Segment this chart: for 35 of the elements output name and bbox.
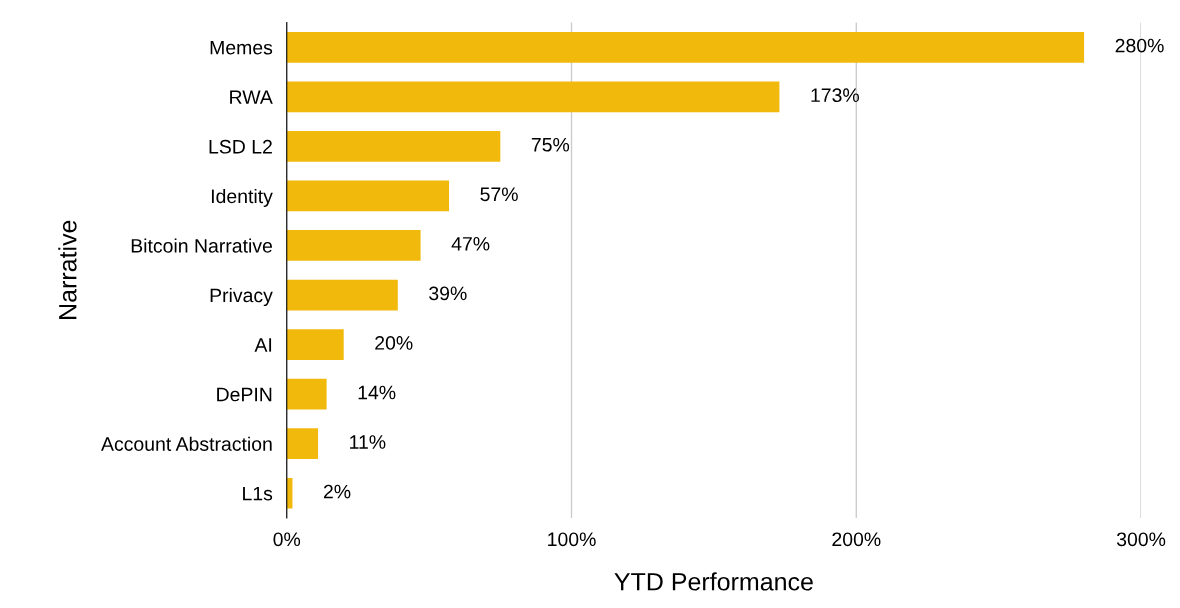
bar — [286, 81, 780, 113]
x-tick-label: 200% — [832, 532, 881, 547]
bar — [286, 180, 450, 212]
y-tick-label: L1s — [243, 486, 273, 501]
y-tick-label: LSD L2 — [209, 139, 272, 154]
x-tick-label: 100% — [548, 532, 596, 547]
data-label: 173% — [811, 88, 859, 103]
y-tick-label: DePIN — [217, 387, 272, 402]
y-tick-label: Privacy — [210, 287, 273, 307]
y-axis-title: Narrative — [58, 220, 77, 319]
y-tick-label: Account Abstraction — [101, 436, 272, 451]
x-axis-title: YTD Performance — [614, 572, 813, 591]
bar — [286, 378, 327, 410]
data-label: 57% — [480, 187, 518, 202]
y-tick-label: Bitcoin Narrative — [131, 238, 272, 253]
bar — [286, 31, 1085, 63]
y-tick-label: AI — [254, 338, 272, 352]
data-label: 20% — [375, 336, 413, 350]
y-tick-label: RWA — [230, 90, 273, 104]
data-label: 280% — [1115, 38, 1164, 53]
x-tick-label: 300% — [1116, 532, 1166, 547]
data-label: 75% — [531, 137, 570, 152]
data-label: 14% — [358, 385, 396, 400]
bar — [286, 329, 344, 360]
bar — [286, 230, 421, 261]
data-label: 39% — [429, 286, 467, 301]
y-tick-label: Identity — [211, 188, 273, 208]
bar — [286, 279, 398, 311]
data-label: 47% — [451, 237, 490, 251]
x-tick-label: 0% — [273, 532, 301, 547]
data-label: 2% — [323, 484, 351, 499]
data-label: 11% — [350, 435, 386, 449]
y-tick-label: Memes — [210, 40, 273, 55]
bar — [286, 428, 319, 460]
bar — [286, 131, 501, 162]
